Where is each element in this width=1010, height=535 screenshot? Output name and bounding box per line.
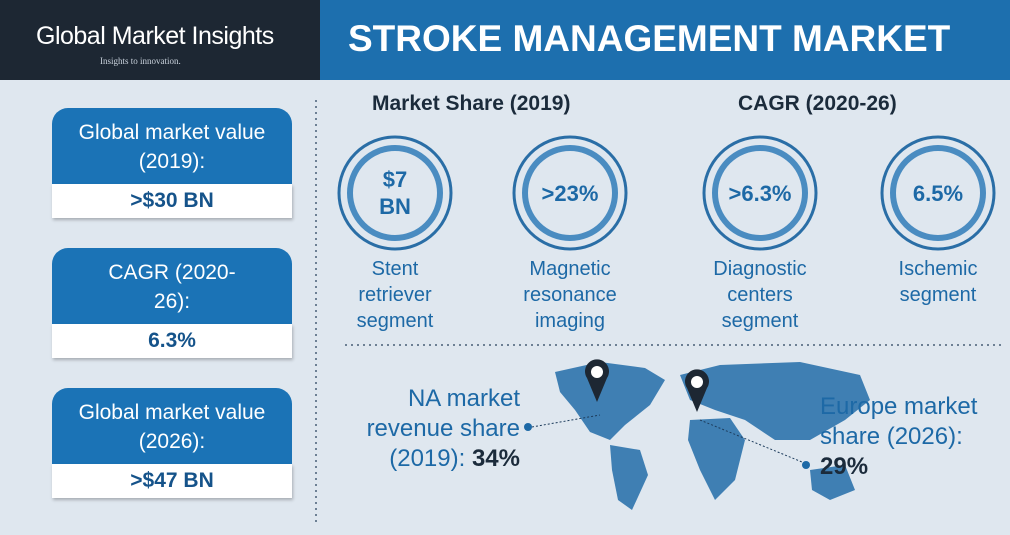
region-label: NA market revenue share (2019): — [366, 385, 520, 472]
card-label: Global market value (2026): — [52, 388, 292, 464]
circle-label: Ischemic segment — [898, 258, 978, 306]
circle-label: Magnetic resonance imaging — [523, 258, 617, 332]
circle-label: Diagnostic centers segment — [713, 258, 807, 332]
circle-value: >23% — [541, 181, 599, 206]
card: CAGR (2020-26): 6.3% — [52, 248, 292, 358]
card-value: 6.3% — [52, 324, 292, 358]
card-value: >$30 BN — [52, 184, 292, 218]
heading: Market Share (2019) — [372, 92, 571, 115]
card-label: CAGR (2020-26): — [52, 248, 292, 324]
brand-box — [0, 0, 320, 80]
circle-label: Stent retriever segment — [356, 258, 434, 332]
circle-value: >6.3% — [728, 181, 792, 206]
title-box — [320, 0, 1010, 80]
region: Europe market share (2026): 29% — [820, 392, 1005, 482]
tagline: Insights to innovation. — [100, 56, 181, 66]
world-map — [555, 362, 870, 510]
brand: Global Market Insights — [36, 22, 274, 50]
card: Global market value (2026): >$47 BN — [52, 388, 292, 498]
circle-value: 6.5% — [912, 181, 964, 206]
heading: CAGR (2020-26) — [738, 92, 897, 115]
card-label: Global market value (2019): — [52, 108, 292, 184]
circle-value: $7 BN — [379, 167, 411, 219]
rings — [337, 135, 996, 251]
region-value: 29% — [820, 453, 869, 480]
region-value: 34% — [471, 445, 520, 472]
region: NA market revenue share (2019): 34% — [335, 384, 520, 474]
region-label: Europe market share (2026): — [820, 393, 978, 450]
card-value: >$47 BN — [52, 464, 292, 498]
card: Global market value (2019): >$30 BN — [52, 108, 292, 218]
pins — [585, 359, 709, 412]
title: STROKE MANAGEMENT MARKET — [348, 18, 951, 59]
